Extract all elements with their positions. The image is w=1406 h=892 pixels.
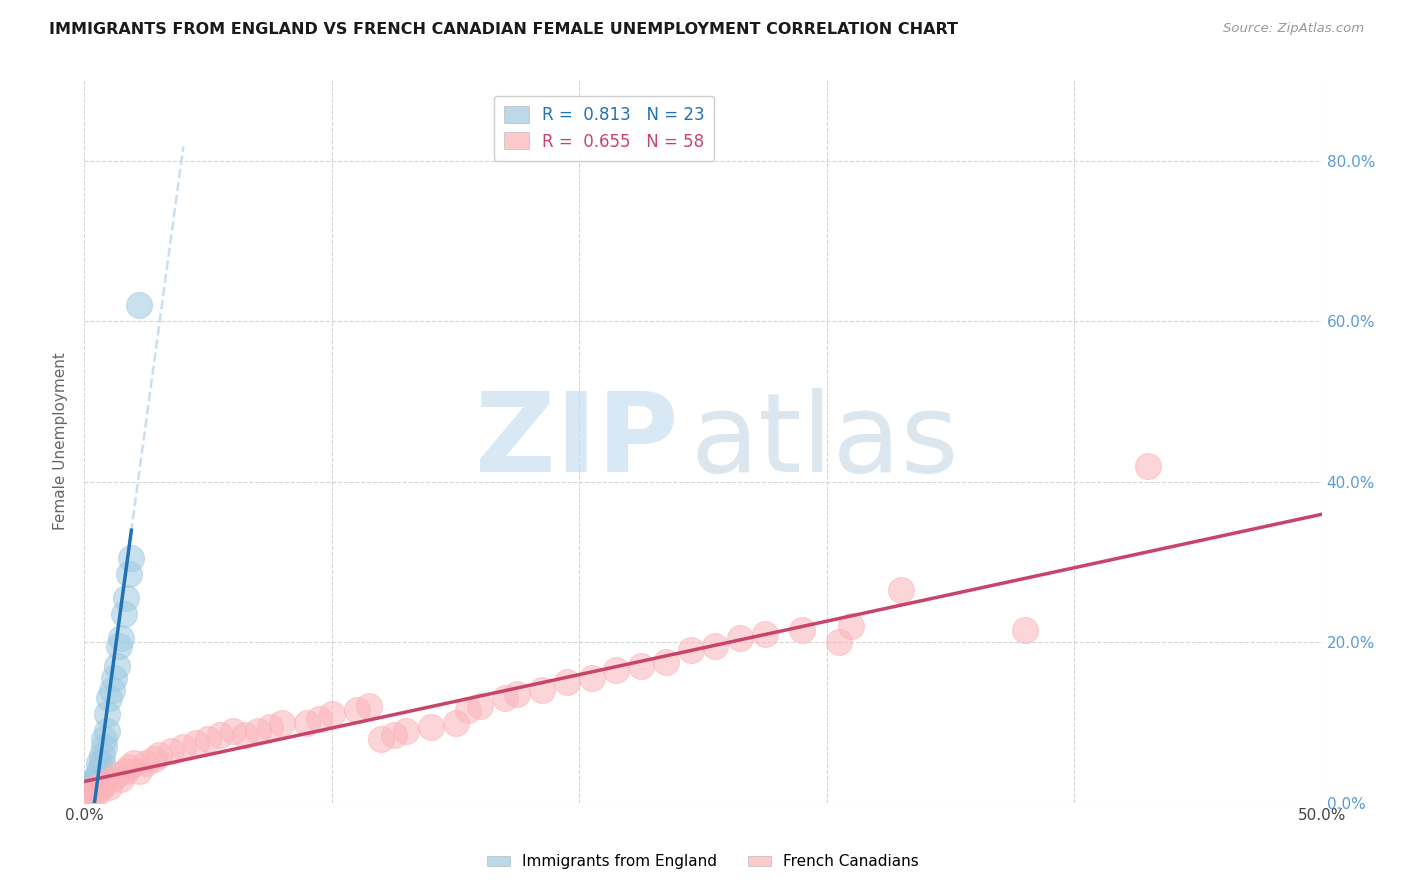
Point	[79, 784, 101, 798]
Point	[89, 784, 111, 798]
Point	[112, 607, 135, 621]
Point	[321, 707, 343, 722]
Point	[828, 635, 851, 649]
Point	[89, 764, 111, 778]
Point	[370, 731, 392, 746]
Point	[197, 731, 219, 746]
Point	[115, 764, 138, 778]
Point	[346, 703, 368, 717]
Point	[148, 747, 170, 762]
Point	[96, 723, 118, 738]
Text: ZIP: ZIP	[475, 388, 678, 495]
Point	[308, 712, 330, 726]
Point	[115, 591, 138, 605]
Text: Source: ZipAtlas.com: Source: ZipAtlas.com	[1223, 22, 1364, 36]
Point	[80, 776, 103, 790]
Point	[581, 671, 603, 685]
Point	[704, 639, 727, 653]
Point	[841, 619, 863, 633]
Point	[754, 627, 776, 641]
Point	[630, 659, 652, 673]
Point	[1014, 623, 1036, 637]
Point	[357, 699, 380, 714]
Point	[93, 776, 115, 790]
Point	[531, 683, 554, 698]
Point	[80, 788, 103, 802]
Point	[142, 751, 165, 765]
Point	[222, 723, 245, 738]
Text: IMMIGRANTS FROM ENGLAND VS FRENCH CANADIAN FEMALE UNEMPLOYMENT CORRELATION CHART: IMMIGRANTS FROM ENGLAND VS FRENCH CANADI…	[49, 22, 959, 37]
Point	[118, 567, 141, 582]
Point	[86, 772, 108, 786]
Point	[98, 780, 121, 794]
Point	[128, 298, 150, 312]
Point	[160, 744, 183, 758]
Point	[605, 664, 627, 678]
Point	[135, 756, 157, 770]
Point	[246, 723, 269, 738]
Point	[90, 756, 112, 770]
Point	[679, 643, 702, 657]
Point	[110, 632, 132, 646]
Point	[105, 659, 128, 673]
Point	[100, 772, 122, 786]
Point	[172, 739, 194, 754]
Point	[93, 731, 115, 746]
Legend: R =  0.813   N = 23, R =  0.655   N = 58: R = 0.813 N = 23, R = 0.655 N = 58	[494, 95, 714, 161]
Point	[90, 780, 112, 794]
Point	[470, 699, 492, 714]
Point	[382, 728, 405, 742]
Point	[128, 764, 150, 778]
Point	[118, 760, 141, 774]
Point	[100, 683, 122, 698]
Point	[79, 780, 101, 794]
Point	[259, 719, 281, 733]
Point	[83, 772, 105, 786]
Point	[98, 691, 121, 706]
Point	[83, 784, 105, 798]
Point	[86, 780, 108, 794]
Legend: Immigrants from England, French Canadians: Immigrants from England, French Canadian…	[481, 848, 925, 875]
Text: atlas: atlas	[690, 388, 959, 495]
Point	[90, 747, 112, 762]
Point	[122, 756, 145, 770]
Point	[108, 639, 131, 653]
Point	[1137, 458, 1160, 473]
Point	[655, 655, 678, 669]
Y-axis label: Female Unemployment: Female Unemployment	[53, 352, 69, 531]
Point	[444, 715, 467, 730]
Point	[110, 772, 132, 786]
Point	[103, 671, 125, 685]
Point	[233, 728, 256, 742]
Point	[271, 715, 294, 730]
Point	[295, 715, 318, 730]
Point	[890, 583, 912, 598]
Point	[419, 719, 441, 733]
Point	[494, 691, 516, 706]
Point	[555, 675, 578, 690]
Point	[93, 739, 115, 754]
Point	[120, 550, 142, 566]
Point	[395, 723, 418, 738]
Point	[728, 632, 751, 646]
Point	[89, 756, 111, 770]
Point	[96, 707, 118, 722]
Point	[790, 623, 813, 637]
Point	[209, 728, 232, 742]
Point	[184, 735, 207, 749]
Point	[457, 703, 479, 717]
Point	[506, 687, 529, 701]
Point	[105, 767, 128, 781]
